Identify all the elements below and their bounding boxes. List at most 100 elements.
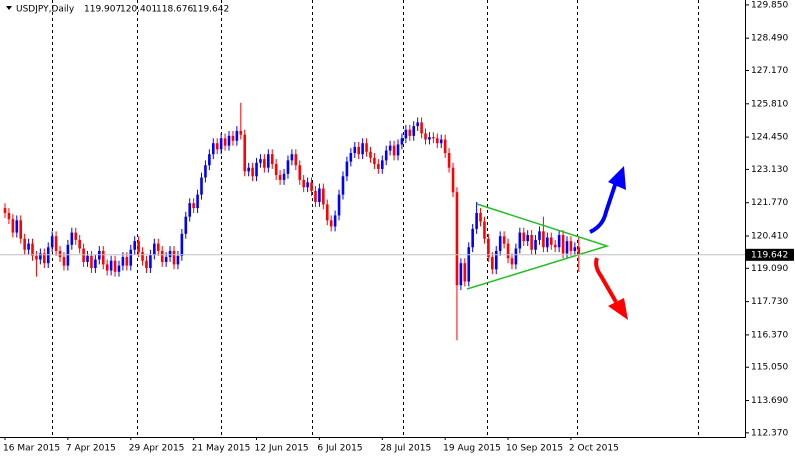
candle-body [137, 241, 140, 253]
candle-body [337, 194, 341, 216]
candle-body [117, 265, 121, 272]
candle-body [467, 247, 471, 282]
candle-body [506, 243, 510, 259]
candle-body [164, 257, 168, 262]
plot [3, 102, 581, 341]
candle-body [341, 176, 345, 195]
candle-body [412, 126, 416, 136]
candle-body [439, 139, 443, 144]
candle-body [369, 151, 372, 158]
y-tick-label: 128.490 [751, 34, 788, 44]
candle-body [428, 137, 431, 140]
candle-body [101, 250, 105, 265]
candle-body [365, 143, 368, 152]
candle-body [534, 239, 537, 250]
vertical-grid [52, 0, 699, 437]
candle-body [35, 255, 38, 260]
candle-body [105, 264, 109, 271]
y-tick-label: 115.050 [751, 363, 788, 373]
y-tick-label: 127.170 [751, 66, 788, 76]
candle-body [443, 139, 447, 154]
candle-body [569, 241, 573, 251]
candle-body [160, 250, 164, 262]
candle-body [310, 182, 313, 191]
candle-body [113, 260, 117, 272]
candle-body [3, 208, 7, 213]
candle-body [487, 238, 490, 258]
candle-body [196, 194, 199, 209]
candle-body [282, 173, 286, 180]
candle-body [298, 165, 302, 180]
last-price-label: 119.642 [751, 250, 788, 260]
candle-body [27, 243, 30, 250]
candle-body [70, 232, 74, 245]
candle-body [290, 154, 294, 161]
candle-body [400, 138, 404, 145]
candle-body [447, 153, 451, 168]
candle-body [357, 146, 360, 155]
candle-body [345, 161, 349, 177]
candle-body [294, 154, 298, 166]
candle-body [373, 157, 376, 165]
candle-body [538, 231, 541, 240]
candle-body [542, 231, 545, 248]
candle-body [267, 154, 270, 168]
header-close: 119.642 [192, 5, 229, 15]
candle-body [43, 253, 46, 264]
candle-body [129, 249, 133, 266]
candle-body [168, 250, 172, 258]
x-tick-label: 21 May 2015 [192, 444, 251, 454]
candle-body [263, 159, 266, 168]
candle-body [176, 255, 180, 265]
candle-body [557, 235, 561, 248]
candle-body [278, 175, 282, 180]
candle-body [204, 165, 207, 178]
candle-body [39, 253, 42, 260]
candle-body [455, 192, 459, 286]
candle-body [404, 129, 408, 139]
candle-body [58, 250, 62, 258]
candle-body [561, 235, 565, 254]
candle-body [239, 130, 243, 135]
header-open: 119.907 [84, 5, 121, 15]
candle-body [149, 254, 152, 269]
candle-body [518, 232, 522, 249]
y-tick-label: 125.810 [751, 99, 788, 109]
header-high: 120.401 [120, 5, 157, 15]
candle-body [577, 247, 581, 255]
candle-body [302, 179, 305, 188]
down-arrow [594, 257, 618, 303]
candle-body [270, 154, 274, 165]
candle-body [314, 190, 317, 202]
y-tick-label: 121.770 [751, 198, 788, 208]
candle-body [145, 260, 148, 269]
candle-body [553, 244, 557, 248]
candle-body [208, 154, 211, 166]
candle-body [546, 237, 549, 248]
candle-body [416, 122, 419, 127]
candle-body [94, 259, 97, 269]
candle-body [380, 160, 384, 169]
candle-body [388, 145, 392, 151]
candle-body [7, 212, 11, 220]
up-arrow-head [608, 166, 626, 190]
candle-body [223, 138, 227, 146]
candle-body [211, 143, 215, 155]
y-tick-label: 129.850 [751, 0, 788, 10]
candle-body [62, 257, 66, 266]
candle-body [15, 220, 19, 233]
y-tick-label: 119.090 [751, 264, 788, 274]
candle-body [377, 164, 380, 169]
annotations [466, 166, 628, 320]
candle-body [479, 212, 482, 222]
candle-body [121, 257, 125, 266]
candle-body [286, 160, 290, 174]
down-arrow-head [608, 298, 628, 320]
candle-body [471, 228, 474, 248]
candle-body [141, 252, 144, 261]
candle-body [361, 143, 364, 155]
candle-body [192, 203, 195, 209]
candle-body [78, 239, 81, 249]
candle-body [180, 233, 184, 256]
x-tick-label: 16 Mar 2015 [3, 444, 60, 454]
